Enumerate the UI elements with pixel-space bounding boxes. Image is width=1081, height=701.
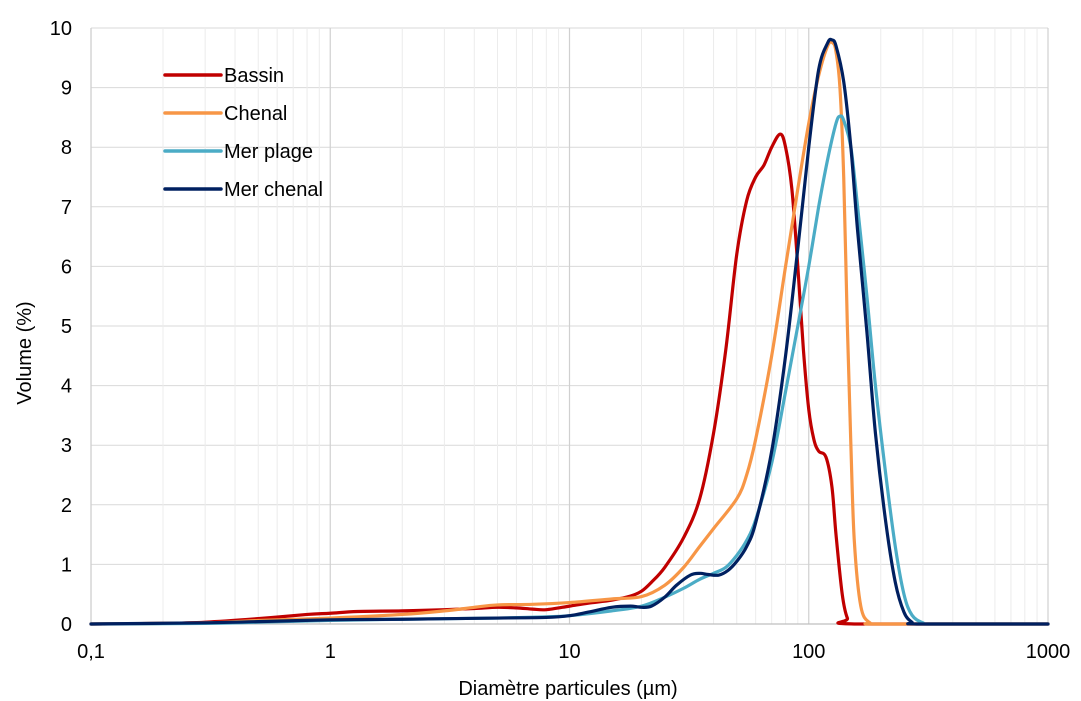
x-tick-label: 100 <box>792 641 825 663</box>
y-tick-label: 5 <box>61 316 72 338</box>
x-tick-label: 1000 <box>1026 641 1071 663</box>
x-axis-title: Diamètre particules (µm) <box>458 678 677 700</box>
y-tick-label: 6 <box>61 256 72 278</box>
x-tick-label: 1 <box>325 641 336 663</box>
y-tick-label: 3 <box>61 435 72 457</box>
y-tick-label: 10 <box>50 18 72 40</box>
y-tick-label: 0 <box>61 614 72 636</box>
legend-label-mer-chenal: Mer chenal <box>224 179 323 201</box>
y-tick-label: 9 <box>61 78 72 100</box>
legend-label-bassin: Bassin <box>224 65 284 87</box>
legend-label-mer-plage: Mer plage <box>224 141 313 163</box>
y-axis-title: Volume (%) <box>14 301 36 404</box>
y-tick-label: 7 <box>61 197 72 219</box>
y-tick-label: 4 <box>61 376 72 398</box>
y-tick-label: 2 <box>61 495 72 517</box>
legend-label-chenal: Chenal <box>224 103 287 125</box>
y-tick-label: 8 <box>61 137 72 159</box>
y-tick-label: 1 <box>61 554 72 576</box>
x-tick-label: 10 <box>558 641 580 663</box>
x-tick-label: 0,1 <box>77 641 105 663</box>
